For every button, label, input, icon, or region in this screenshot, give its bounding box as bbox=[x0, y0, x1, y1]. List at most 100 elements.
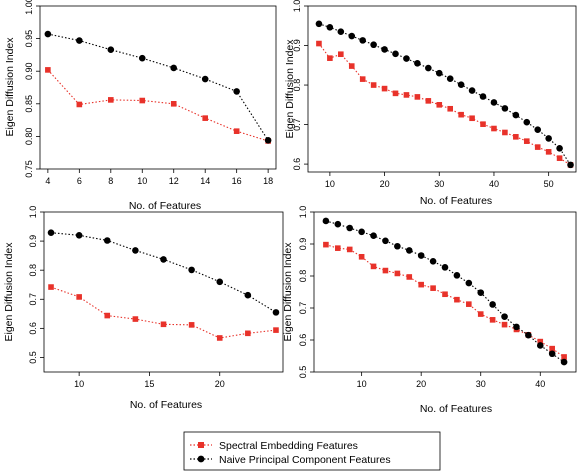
panel-2-point-naive bbox=[435, 69, 443, 77]
panel-1-y-tick-label: 0.95 bbox=[24, 30, 34, 48]
panel-2-point-spectral bbox=[502, 129, 508, 136]
panel-4-x-tick-label: 30 bbox=[476, 379, 486, 389]
panel-2-point-naive bbox=[523, 118, 531, 126]
panel-4-y-axis-label: Eigen Diffusion Index bbox=[282, 242, 294, 342]
panel-4-point-spectral bbox=[489, 317, 496, 323]
panel-2-point-spectral bbox=[316, 40, 322, 47]
panel-2-y-tick-label: 0.8 bbox=[292, 79, 302, 92]
panel-1-y-tick-label: 1.00 bbox=[24, 0, 34, 15]
panel-1-point-spectral bbox=[76, 101, 83, 108]
panel-2-point-spectral bbox=[458, 111, 464, 118]
panel-2-x-axis-label: No. of Features bbox=[420, 195, 492, 207]
panel-3-y-tick-label: 0.7 bbox=[28, 293, 38, 306]
panel-4-point-spectral bbox=[477, 311, 484, 317]
panel-1-point-spectral bbox=[170, 101, 177, 107]
panel-3-y-axis-label: Eigen Diffusion Index bbox=[3, 242, 15, 342]
panel-1-point-spectral bbox=[233, 128, 240, 134]
panel-3-point-naive bbox=[216, 278, 224, 286]
panel-2-point-spectral bbox=[338, 51, 344, 58]
panel-4-line-spectral bbox=[325, 244, 565, 358]
panel-4-point-spectral bbox=[549, 345, 555, 352]
panel-1-point-spectral bbox=[139, 97, 146, 104]
panel-4-point-spectral bbox=[346, 246, 353, 253]
panel-4-point-spectral bbox=[335, 245, 341, 251]
panel-3-point-spectral bbox=[245, 330, 251, 337]
panel-1-y-axis-label: Eigen Diffusion Index bbox=[4, 37, 16, 137]
panel-2-point-naive bbox=[446, 75, 454, 83]
panel-2-point-naive bbox=[556, 144, 563, 152]
panel-4-point-naive bbox=[358, 228, 365, 236]
panel-3-y-tick-label: 0.5 bbox=[28, 351, 38, 364]
panel-2-y-tick-label: 0.7 bbox=[292, 118, 302, 131]
panel-2-point-spectral bbox=[414, 94, 421, 100]
legend-label-spectral: Spectral Embedding Features bbox=[219, 440, 358, 452]
panel-3-frame bbox=[43, 211, 284, 373]
panel-2-point-naive bbox=[414, 60, 421, 67]
panel-4-point-naive bbox=[370, 232, 377, 239]
panel-2-point-naive bbox=[567, 161, 574, 169]
panel-2-point-spectral bbox=[348, 63, 355, 69]
chart-panel-2: No. of Features Eigen Diffusion Index 10… bbox=[284, 0, 577, 207]
panel-1-x-tick-label: 6 bbox=[77, 176, 82, 186]
panel-4-point-spectral bbox=[406, 274, 413, 280]
panel-1-point-spectral bbox=[45, 67, 51, 73]
panel-3-line-spectral bbox=[50, 286, 277, 339]
panel-4-point-naive bbox=[525, 331, 532, 339]
panel-4-point-spectral bbox=[454, 296, 460, 303]
panel-4-x-tick-label: 40 bbox=[535, 379, 545, 389]
panel-2-point-spectral bbox=[545, 149, 552, 155]
panel-2-point-spectral bbox=[403, 92, 410, 98]
panel-3-point-naive bbox=[272, 309, 280, 316]
panel-2-x-tick-label: 20 bbox=[380, 179, 390, 189]
legend-label-naive: Naive Principal Component Features bbox=[219, 454, 391, 466]
panel-4-point-spectral bbox=[370, 263, 377, 270]
panel-2-point-naive bbox=[545, 135, 552, 142]
panel-1-x-tick-label: 10 bbox=[137, 176, 147, 186]
panel-3-point-naive bbox=[75, 231, 83, 239]
panel-2-point-naive bbox=[403, 55, 410, 62]
panel-4-point-spectral bbox=[358, 254, 365, 260]
panel-4-point-spectral bbox=[501, 321, 508, 328]
panel-4-y-tick-label: 0.6 bbox=[298, 334, 308, 347]
panel-4-point-naive bbox=[417, 252, 425, 259]
panel-2-x-tick-label: 40 bbox=[489, 179, 499, 189]
panel-1-x-tick-label: 18 bbox=[263, 176, 273, 186]
panel-2-y-axis-label: Eigen Diffusion Index bbox=[284, 39, 296, 139]
panel-2-line-naive bbox=[318, 23, 571, 166]
panel-2-point-spectral bbox=[534, 144, 541, 150]
panel-2-point-naive bbox=[381, 46, 388, 53]
panel-2-point-naive bbox=[370, 41, 377, 49]
panel-2-point-naive bbox=[479, 93, 487, 100]
panel-4-x-tick-label: 10 bbox=[357, 379, 367, 389]
panel-4-point-naive bbox=[489, 301, 496, 308]
panel-3-point-spectral bbox=[76, 294, 82, 300]
panel-2-point-spectral bbox=[469, 115, 475, 122]
panel-2-point-spectral bbox=[370, 82, 377, 88]
panel-1-line-naive bbox=[47, 33, 269, 141]
panel-2-y-tick-label: 1.0 bbox=[292, 0, 302, 12]
panel-1-point-spectral bbox=[202, 115, 208, 121]
panel-3-point-naive bbox=[160, 256, 167, 263]
panel-2-y-tick-label: 0.6 bbox=[292, 158, 302, 171]
panel-4-point-spectral bbox=[394, 270, 401, 277]
panel-3-point-spectral bbox=[188, 322, 195, 328]
panel-4-point-naive bbox=[441, 264, 449, 271]
panel-2-point-naive bbox=[512, 111, 520, 119]
panel-2-point-spectral bbox=[425, 98, 432, 104]
panel-3-point-spectral bbox=[104, 312, 111, 319]
panel-4-point-spectral bbox=[430, 285, 436, 291]
legend: Spectral Embedding Features Naive Princi… bbox=[183, 431, 441, 471]
panel-3-y-tick-label: 0.6 bbox=[28, 322, 38, 335]
panel-4-point-naive bbox=[453, 272, 461, 279]
panel-1-x-tick-label: 12 bbox=[169, 176, 179, 186]
panel-2-point-spectral bbox=[359, 76, 366, 82]
panel-1-y-tick-label: 0.75 bbox=[24, 160, 34, 178]
panel-4-point-naive bbox=[394, 242, 401, 250]
panel-4-point-naive bbox=[322, 217, 330, 225]
panel-2-point-spectral bbox=[523, 138, 530, 144]
panel-4-point-naive bbox=[465, 279, 473, 287]
panel-1-point-naive bbox=[170, 64, 178, 72]
panel-4-x-axis-label: No. of Features bbox=[420, 403, 492, 415]
panel-4-point-naive bbox=[477, 289, 485, 296]
